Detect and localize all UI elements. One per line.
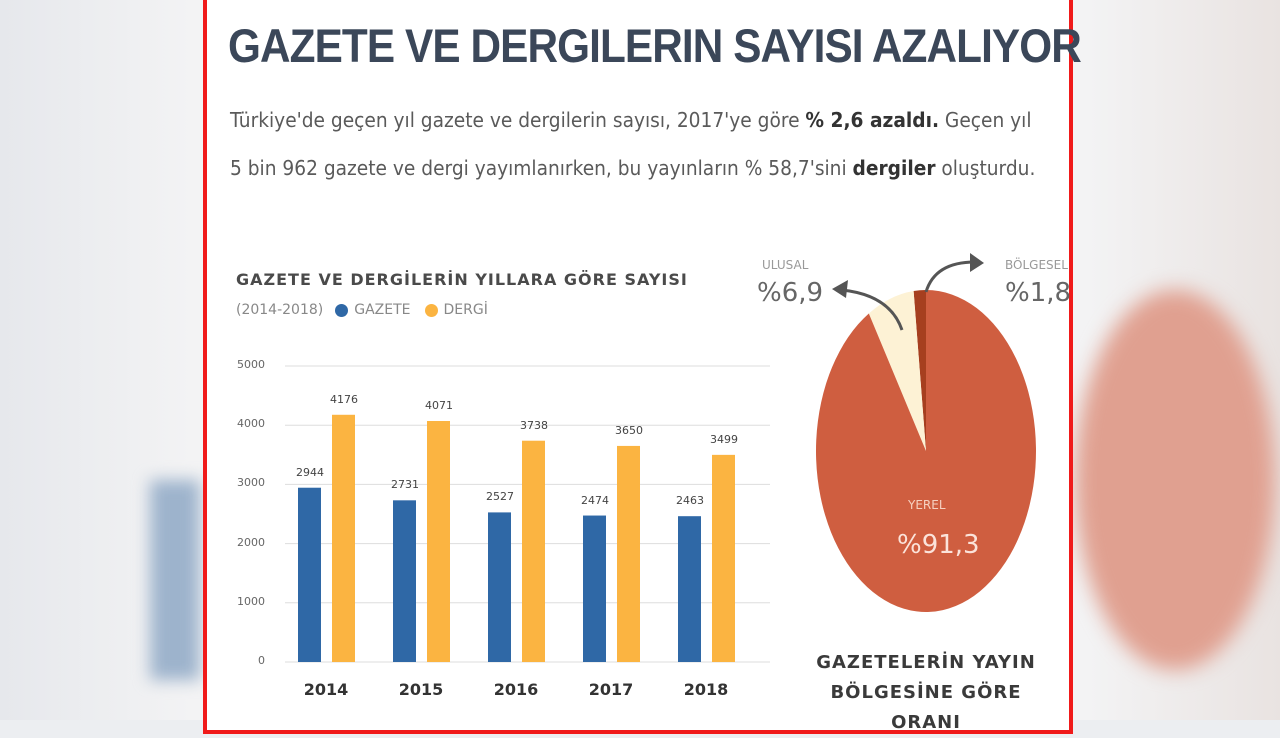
data-label: 2527 [486, 490, 514, 504]
data-label: 3499 [710, 432, 738, 446]
x-tick-label: 2014 [303, 680, 349, 699]
x-tick-label: 2015 [398, 680, 444, 699]
bar-gazete-2017 [583, 515, 606, 662]
pie-slice-yerel [815, 289, 1036, 612]
bar-dergi̇-2016 [522, 440, 545, 662]
data-label: 2463 [676, 494, 704, 508]
y-tick-label: 4000 [237, 417, 265, 431]
bar-chart-title: GAZETE VE DERGİLERİN YILLARA GÖRE SAYISI [236, 270, 688, 289]
y-tick-label: 5000 [237, 358, 265, 371]
pie-label-yerel: YEREL [908, 498, 946, 512]
bar-dergi̇-2014 [332, 414, 355, 662]
pie-label-ulusal: ULUSAL [762, 258, 809, 272]
text: Geçen yıl [939, 108, 1032, 132]
y-tick-label: 0 [258, 654, 265, 667]
blurred-background-shape [150, 480, 200, 680]
highlight: % 2,6 azaldı. [805, 108, 940, 132]
x-tick-label: 2016 [493, 680, 539, 699]
data-label: 2731 [391, 478, 419, 492]
data-label: 3738 [520, 418, 548, 432]
bar-gazete-2018 [678, 516, 701, 662]
data-label: 4071 [425, 398, 453, 412]
pie-value-ulusal: %6,9 [757, 278, 824, 308]
y-tick-label: 2000 [237, 535, 265, 549]
legend-label-dergi: DERGİ [443, 302, 488, 318]
headline: GAZETE VE DERGILERIN SAYISI AZALIYOR [228, 19, 1082, 72]
bar-gazete-2014 [298, 487, 321, 662]
bar-gazete-2015 [393, 500, 416, 662]
arrow-icon [841, 288, 904, 331]
chart-canvas [285, 253, 1036, 663]
pie-label-bolgesel: BÖLGESEL [1005, 258, 1068, 272]
bar-dergi̇-2015 [427, 420, 450, 662]
subtitle-line-1: Türkiye'de geçen yıl gazete ve dergileri… [230, 108, 1032, 132]
bar-dergi̇-2017 [617, 445, 640, 662]
subtitle-line-2: 5 bin 962 gazete ve dergi yayımlanırken,… [230, 156, 1035, 180]
bar-dergi̇-2018 [712, 454, 735, 662]
pie-value-bolgesel: %1,8 [1005, 278, 1072, 308]
data-label: 3650 [615, 423, 643, 437]
bar-chart-legend: (2014-2018) GAZETE DERGİ [236, 302, 488, 318]
legend-swatch-gazete [335, 303, 349, 317]
pie-value-yerel: %91,3 [897, 530, 980, 560]
pie-slice-ulusal [868, 291, 926, 451]
x-tick-label: 2018 [683, 680, 729, 699]
arrow-icon [924, 260, 976, 293]
text: oluşturdu. [935, 156, 1036, 180]
y-tick-label: 1000 [237, 594, 265, 608]
chart-subtitle: (2014-2018) [236, 302, 324, 318]
x-tick-label: 2017 [588, 680, 634, 699]
blurred-background-shape [1075, 290, 1275, 670]
y-tick-label: 3000 [237, 476, 265, 490]
pie-chart-title: GAZETELERİN YAYIN BÖLGESİNE GÖRE ORANI [816, 652, 1036, 733]
pie-slice-bölgesel [913, 290, 926, 451]
highlight: dergiler [852, 156, 936, 180]
data-label: 2944 [296, 465, 324, 479]
arrow-head-icon [832, 280, 848, 298]
text: 5 bin 962 gazete ve dergi yayımlanırken,… [230, 156, 853, 180]
bar-gazete-2016 [488, 512, 511, 662]
data-label: 4176 [330, 392, 358, 406]
legend-label-gazete: GAZETE [354, 302, 411, 318]
legend-swatch-dergi [424, 303, 438, 317]
text: Türkiye'de geçen yıl gazete ve dergileri… [230, 108, 806, 132]
arrow-head-icon [970, 253, 984, 272]
data-label: 2474 [581, 493, 609, 507]
